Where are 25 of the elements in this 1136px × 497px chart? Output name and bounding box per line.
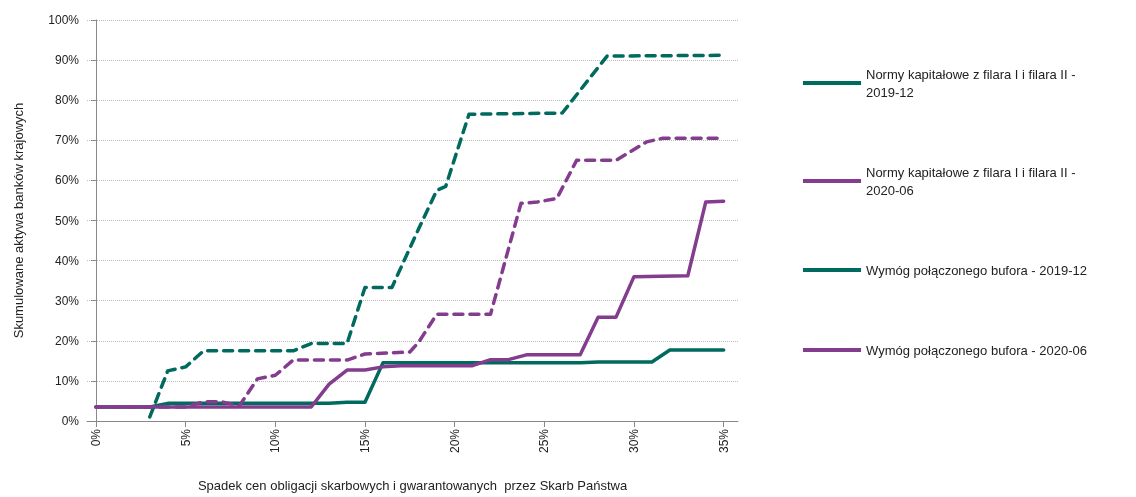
y-tick-label: 50%: [54, 213, 80, 228]
legend-label: Wymóg połączonego bufora - 2019-12: [866, 262, 1088, 278]
legend-label: Normy kapitałowe z filara I i filara II - 2019-12: [866, 66, 1080, 100]
y-tick-label: 30%: [54, 293, 80, 308]
x-tick-label: 5%: [178, 428, 193, 447]
x-tick-label: 35%: [716, 428, 731, 454]
y-tick-label: 60%: [54, 173, 80, 188]
y-tick-label: 40%: [54, 253, 80, 268]
y-axis-title: Skumulowane aktywa banków krajowych: [11, 102, 26, 339]
x-tick-label: 25%: [537, 428, 552, 454]
x-tick-label: 10%: [268, 428, 283, 454]
y-tick-label: 80%: [54, 93, 80, 108]
legend-label: Wymóg połączonego bufora - 2020-06: [866, 342, 1088, 358]
x-axis-title: Spadek cen obligacji skarbowych i gwarantowanych przez Skarb Państwa: [197, 478, 628, 493]
y-tick-label: 10%: [54, 373, 80, 388]
y-tick-label: 20%: [54, 333, 80, 348]
x-tick-label: 0%: [88, 428, 103, 447]
x-tick-label: 20%: [447, 428, 462, 454]
legend-label: Normy kapitałowe z filara I i filara II - 2020-06: [866, 164, 1080, 198]
y-tick-label: 90%: [54, 53, 80, 68]
y-tick-label: 0%: [61, 414, 80, 428]
x-tick-label: 30%: [626, 428, 641, 454]
x-tick-label: 15%: [357, 428, 372, 454]
y-tick-label: 100%: [48, 13, 80, 27]
y-tick-label: 70%: [54, 133, 80, 148]
